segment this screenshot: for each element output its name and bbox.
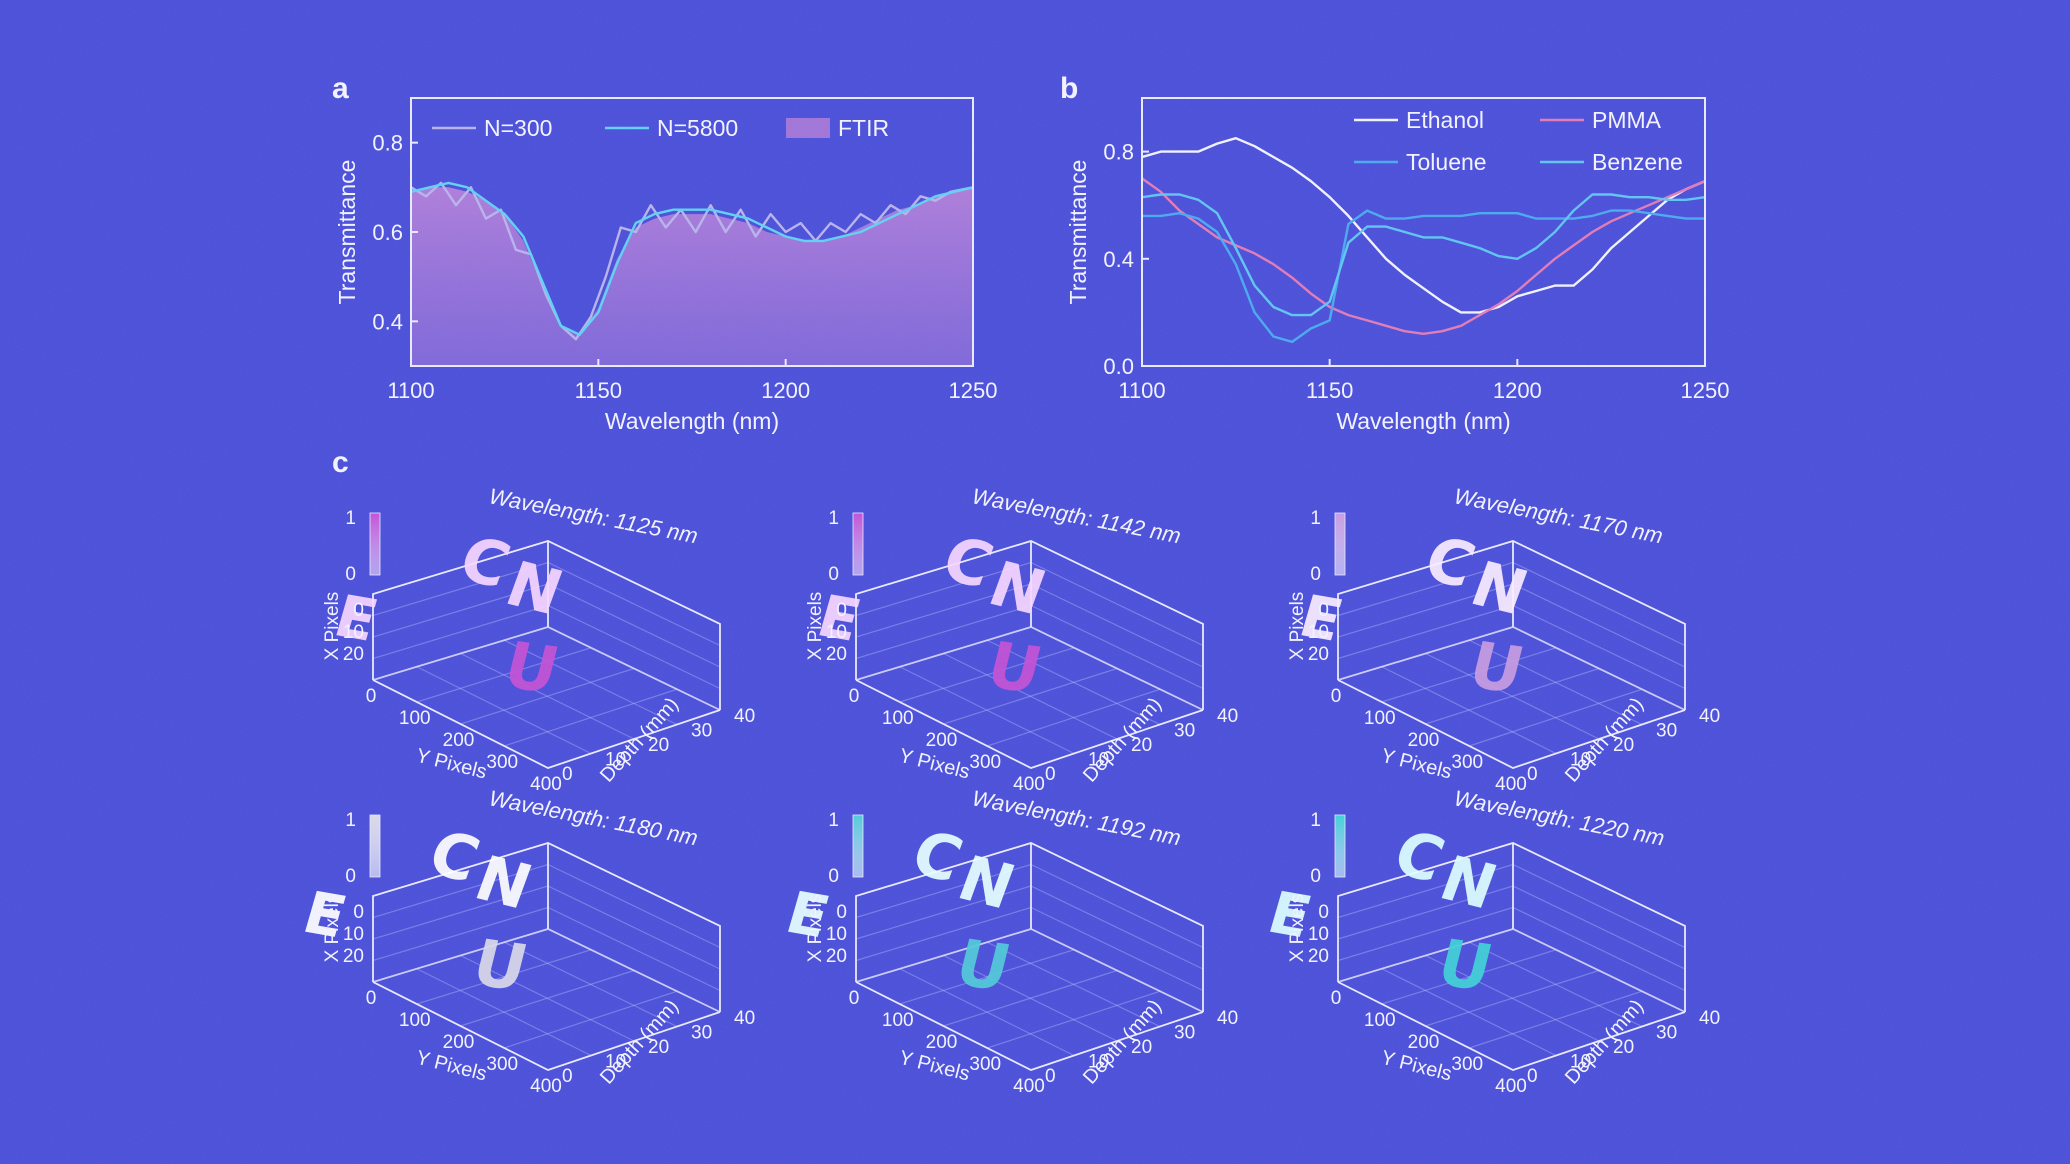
figure-canvas: a b c 11001150120012500.40.60.8Wavelengt… [0,0,2070,1164]
noise-overlay [0,0,2070,1164]
